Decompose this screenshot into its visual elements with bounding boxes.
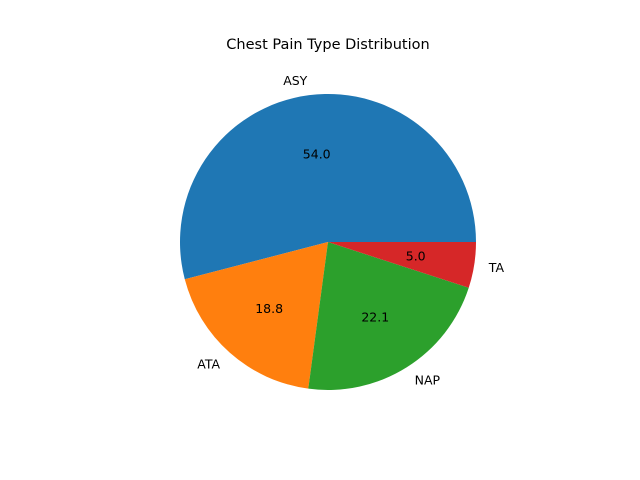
slice-value-ta: 5.0 [406,248,426,263]
slice-label-asy: ASY [283,73,307,88]
slice-value-asy: 54.0 [303,146,331,161]
slice-label-ta: TA [488,260,505,275]
pie-slice-ata [184,242,328,389]
slice-label-ata: ATA [197,356,220,371]
pie-slice-nap [308,242,469,390]
pie-labels: ASY 54.0 ATA 18.8 NAP 22.1 TA 5.0 [197,73,504,387]
chart-title: Chest Pain Type Distribution [226,37,429,53]
slice-value-nap: 22.1 [361,310,389,325]
pie-slices [180,93,476,390]
pie-slice-asy [180,93,476,280]
pie-slice-ta [328,242,476,288]
slice-label-nap: NAP [415,372,441,387]
slice-value-ata: 18.8 [255,301,283,316]
